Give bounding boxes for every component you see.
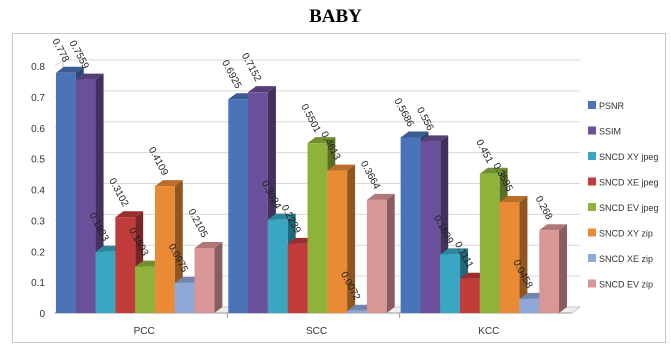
y-tick-label: 0 xyxy=(39,309,45,320)
bar xyxy=(287,243,308,313)
y-tick-label: 0.7 xyxy=(31,93,45,104)
bar-top xyxy=(479,167,508,174)
bar-top xyxy=(307,137,336,144)
data-label: 0.268 xyxy=(533,194,555,222)
data-label: 0.556 xyxy=(414,105,436,133)
data-label: 0.5501 xyxy=(298,102,322,135)
legend-label: SNCD XY zip xyxy=(599,229,653,239)
bar xyxy=(539,230,560,313)
bar-top xyxy=(420,135,449,142)
legend-label: SNCD XE zip xyxy=(599,254,653,264)
data-label: 0.7559 xyxy=(67,39,91,72)
chart-title: BABY xyxy=(309,6,362,27)
gridline-depth xyxy=(54,59,64,67)
legend-swatch xyxy=(588,101,596,109)
legend-swatch xyxy=(588,177,596,186)
bar-top xyxy=(55,66,84,73)
data-label: 0.451 xyxy=(473,138,495,166)
bar-side xyxy=(559,224,568,313)
data-label: 0.778 xyxy=(49,37,71,65)
chart-frame xyxy=(12,33,666,343)
legend-swatch xyxy=(588,203,596,211)
bar xyxy=(248,92,268,313)
y-tick-label: 0.1 xyxy=(31,278,45,289)
data-label: 0.5686 xyxy=(392,97,416,130)
x-category-label: KCC xyxy=(478,326,499,337)
y-tick-label: 0.8 xyxy=(31,62,45,73)
bar xyxy=(174,282,195,313)
legend-label: SSIM xyxy=(599,127,621,137)
legend-swatch xyxy=(588,228,596,237)
bar xyxy=(307,143,328,313)
bar-side xyxy=(386,193,395,313)
bar xyxy=(75,79,96,313)
y-tick-label: 0.2 xyxy=(31,247,45,258)
bar-top xyxy=(154,180,183,187)
bar xyxy=(55,72,76,313)
legend-label: SNCD EV zip xyxy=(599,280,653,290)
bar xyxy=(267,219,288,313)
bar xyxy=(154,186,175,313)
y-tick-label: 0.6 xyxy=(31,124,45,135)
bar-side xyxy=(214,242,223,313)
legend-label: PSNR xyxy=(599,101,625,111)
y-tick-label: 0.4 xyxy=(31,186,45,197)
data-label: 0.6925 xyxy=(219,58,243,91)
x-category-label: SCC xyxy=(306,326,327,337)
bar xyxy=(115,217,136,313)
bar xyxy=(95,251,116,313)
bar-top xyxy=(248,86,276,93)
bar xyxy=(400,137,421,313)
legend-swatch xyxy=(588,254,596,262)
bar-top xyxy=(115,211,144,218)
bar xyxy=(440,254,461,313)
x-category-label: PCC xyxy=(134,326,155,337)
data-label: 0.3664 xyxy=(358,159,382,192)
y-tick-label: 0.3 xyxy=(31,216,45,227)
bar xyxy=(135,266,155,313)
legend-label: SNCD XY jpeg xyxy=(599,152,658,162)
bar xyxy=(347,310,367,313)
legend-label: SNCD XE jpeg xyxy=(599,178,659,188)
data-label: 0.4109 xyxy=(146,145,170,178)
bar xyxy=(327,170,348,313)
bar-side xyxy=(519,196,528,313)
data-label: 0.3102 xyxy=(106,176,130,209)
legend-swatch xyxy=(588,126,596,135)
legend-swatch xyxy=(588,152,596,160)
bar xyxy=(519,298,540,313)
bar-top xyxy=(499,196,528,203)
data-label: 0.2105 xyxy=(185,207,209,240)
bar xyxy=(479,173,500,313)
y-tick-label: 0.5 xyxy=(31,155,45,166)
bar xyxy=(420,141,441,313)
data-label: 0.7152 xyxy=(239,51,263,84)
bar xyxy=(366,199,387,313)
bar-top xyxy=(440,248,469,255)
bar xyxy=(460,278,480,313)
bar-top xyxy=(327,164,356,171)
legend-label: SNCD EV jpeg xyxy=(599,203,659,213)
bar-side xyxy=(347,164,356,313)
bar-top xyxy=(400,131,429,138)
bar-top xyxy=(75,73,104,80)
bar-top xyxy=(267,213,296,220)
bar-top xyxy=(539,224,568,231)
bar xyxy=(499,202,520,313)
legend-swatch xyxy=(588,279,596,288)
bar-top xyxy=(194,242,223,249)
bar xyxy=(194,248,215,313)
bar-top xyxy=(366,193,395,200)
bar xyxy=(228,99,249,313)
